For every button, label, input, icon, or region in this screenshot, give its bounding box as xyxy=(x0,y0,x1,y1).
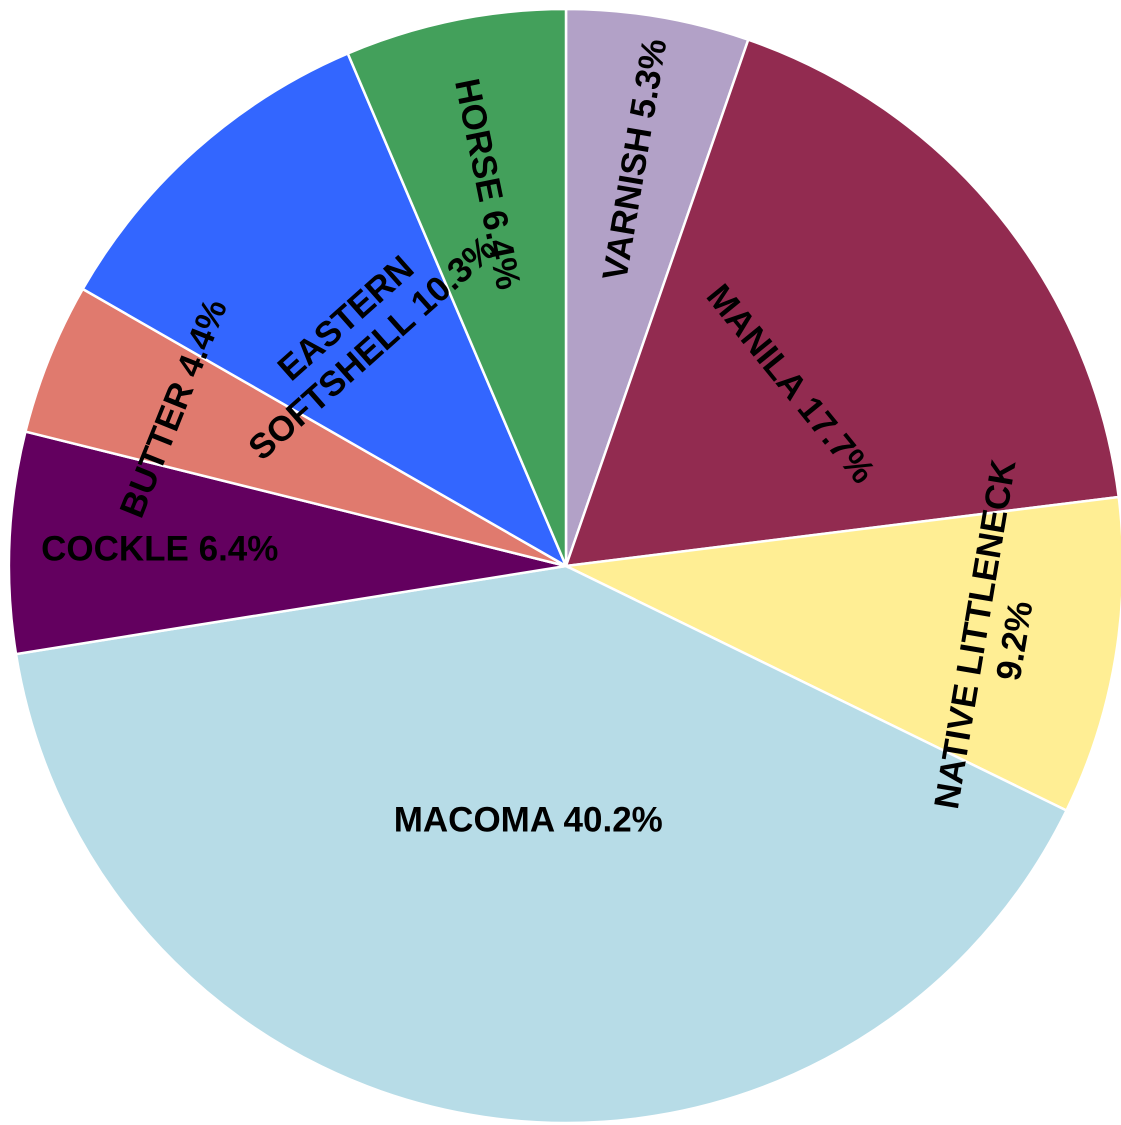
slice-label-line: MACOMA 40.2% xyxy=(394,800,663,839)
slices-layer xyxy=(7,7,1121,1125)
pie-slice-eastern-softshell xyxy=(81,51,569,569)
pie-slice-horse xyxy=(346,7,568,567)
pie-slice-cockle xyxy=(7,430,567,656)
slice-label-line: COCKLE 6.4% xyxy=(41,530,278,569)
slice-label-cockle: COCKLE 6.4% xyxy=(41,530,278,569)
pie-slice-manila xyxy=(564,38,1121,568)
slice-label-macoma: MACOMA 40.2% xyxy=(394,800,663,839)
pie-slice-macoma xyxy=(14,564,1069,1125)
pie-slice-native-littleneck xyxy=(561,495,1121,813)
pie-slice-varnish xyxy=(564,7,750,567)
